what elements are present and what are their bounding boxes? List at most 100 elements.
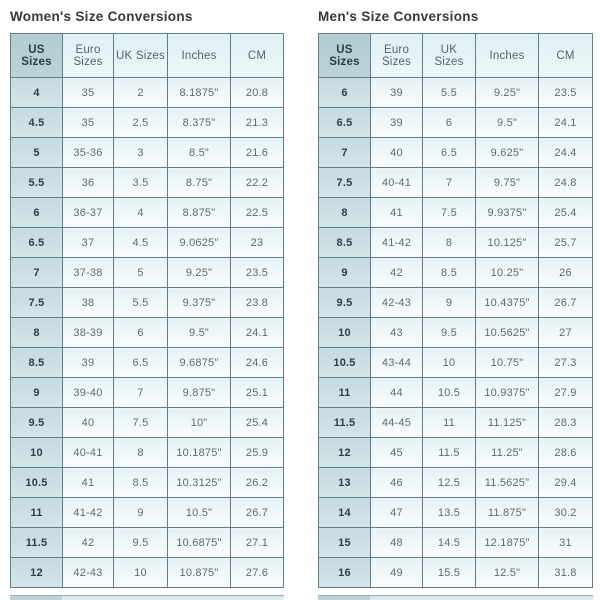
row-header-cell: 10.5 xyxy=(10,467,63,498)
data-cell: 41 xyxy=(62,467,114,498)
row-header-cell: 11.5 xyxy=(318,407,371,438)
partial-table-edge-right xyxy=(318,595,593,600)
table-row: 4.5 35 2.5 8.375" 21.3 xyxy=(10,107,284,138)
data-cell: 39-40 xyxy=(62,377,114,408)
data-cell: 11.875" xyxy=(475,497,539,528)
data-cell: 35 xyxy=(62,107,114,138)
data-cell: 37-38 xyxy=(62,257,114,288)
data-cell: 23.5 xyxy=(538,77,593,108)
data-cell: 10.5625" xyxy=(475,317,539,348)
data-cell: 39 xyxy=(370,107,423,138)
data-cell: 5 xyxy=(113,257,168,288)
mens-conversions-panel: Men's Size Conversions US Sizes Euro Siz… xyxy=(318,10,593,588)
partial-first-column-shade xyxy=(10,596,62,600)
data-cell: 13.5 xyxy=(422,497,476,528)
data-cell: 10.5" xyxy=(167,497,231,528)
data-cell: 9.25" xyxy=(475,77,539,108)
womens-conversions-panel: Women's Size Conversions US Sizes Euro S… xyxy=(10,10,284,588)
table-row: 11 44 10.5 10.9375" 27.9 xyxy=(318,377,593,408)
data-cell: 7.5 xyxy=(422,197,476,228)
data-cell: 38-39 xyxy=(62,317,114,348)
data-cell: 4 xyxy=(113,197,168,228)
data-cell: 23 xyxy=(230,227,284,258)
data-cell: 10.4375" xyxy=(475,287,539,318)
data-cell: 10.6875" xyxy=(167,527,231,558)
table-row: 9 39-40 7 9.875" 25.1 xyxy=(10,377,284,408)
table-row: 6 36-37 4 8.875" 22.5 xyxy=(10,197,284,228)
data-cell: 23.8 xyxy=(230,287,284,318)
table-row: 7 40 6.5 9.625" 24.4 xyxy=(318,137,593,168)
table-row: 12 45 11.5 11.25" 28.6 xyxy=(318,437,593,468)
data-cell: 9 xyxy=(113,497,168,528)
column-header-inches: Inches xyxy=(167,33,231,78)
data-cell: 7 xyxy=(113,377,168,408)
data-cell: 9.6875" xyxy=(167,347,231,378)
data-cell: 25.9 xyxy=(230,437,284,468)
data-cell: 27.9 xyxy=(538,377,593,408)
data-cell: 7.5 xyxy=(113,407,168,438)
table-row: 10.5 43-44 10 10.75" 27.3 xyxy=(318,347,593,378)
table-row: 11 41-42 9 10.5" 26.7 xyxy=(10,497,284,528)
data-cell: 10.75" xyxy=(475,347,539,378)
data-cell: 3.5 xyxy=(113,167,168,198)
data-cell: 2.5 xyxy=(113,107,168,138)
table-row: 4 35 2 8.1875" 20.8 xyxy=(10,77,284,108)
data-cell: 10.1875" xyxy=(167,437,231,468)
table-row: 8 41 7.5 9.9375" 25.4 xyxy=(318,197,593,228)
data-cell: 9.375" xyxy=(167,287,231,318)
data-cell: 9.625" xyxy=(475,137,539,168)
data-cell: 2 xyxy=(113,77,168,108)
partial-first-column-shade xyxy=(318,596,370,600)
row-header-cell: 8.5 xyxy=(10,347,63,378)
data-cell: 8.5 xyxy=(113,467,168,498)
row-header-cell: 6 xyxy=(318,77,371,108)
row-header-cell: 7.5 xyxy=(318,167,371,198)
data-cell: 23.5 xyxy=(230,257,284,288)
data-cell: 8 xyxy=(422,227,476,258)
data-cell: 10.125" xyxy=(475,227,539,258)
row-header-cell: 15 xyxy=(318,527,371,558)
row-header-cell: 11.5 xyxy=(10,527,63,558)
table-row: 8.5 41-42 8 10.125" 25.7 xyxy=(318,227,593,258)
data-cell: 10.25" xyxy=(475,257,539,288)
row-header-cell: 9.5 xyxy=(318,287,371,318)
data-cell: 36-37 xyxy=(62,197,114,228)
data-cell: 26.2 xyxy=(230,467,284,498)
data-cell: 11.25" xyxy=(475,437,539,468)
data-cell: 24.6 xyxy=(230,347,284,378)
womens-table-title: Women's Size Conversions xyxy=(10,9,193,24)
data-cell: 11.125" xyxy=(475,407,539,438)
data-cell: 26.7 xyxy=(538,287,593,318)
table-row: 16 49 15.5 12.5" 31.8 xyxy=(318,557,593,588)
data-cell: 28.3 xyxy=(538,407,593,438)
table-row: 5.5 36 3.5 8.75" 22.2 xyxy=(10,167,284,198)
data-cell: 43-44 xyxy=(370,347,423,378)
data-cell: 47 xyxy=(370,497,423,528)
data-cell: 9.0625" xyxy=(167,227,231,258)
table-row: 9 42 8.5 10.25" 26 xyxy=(318,257,593,288)
table-row: 14 47 13.5 11.875" 30.2 xyxy=(318,497,593,528)
data-cell: 31 xyxy=(538,527,593,558)
data-cell: 28.6 xyxy=(538,437,593,468)
column-header-euro-sizes: Euro Sizes xyxy=(62,33,114,78)
row-header-cell: 4 xyxy=(10,77,63,108)
row-header-cell: 10.5 xyxy=(318,347,371,378)
table-row: 13 46 12.5 11.5625" 29.4 xyxy=(318,467,593,498)
data-cell: 35-36 xyxy=(62,137,114,168)
data-cell: 22.5 xyxy=(230,197,284,228)
data-cell: 48 xyxy=(370,527,423,558)
column-header-uk-sizes: UK Sizes xyxy=(422,33,476,78)
data-cell: 25.4 xyxy=(538,197,593,228)
data-cell: 42 xyxy=(62,527,114,558)
data-cell: 40 xyxy=(62,407,114,438)
data-cell: 27 xyxy=(538,317,593,348)
column-header-euro-sizes: Euro Sizes xyxy=(370,33,423,78)
data-cell: 24.4 xyxy=(538,137,593,168)
data-cell: 9 xyxy=(422,287,476,318)
mens-table-title: Men's Size Conversions xyxy=(318,9,479,24)
data-cell: 35 xyxy=(62,77,114,108)
data-cell: 10 xyxy=(113,557,168,588)
data-cell: 42 xyxy=(370,257,423,288)
data-cell: 9.875" xyxy=(167,377,231,408)
